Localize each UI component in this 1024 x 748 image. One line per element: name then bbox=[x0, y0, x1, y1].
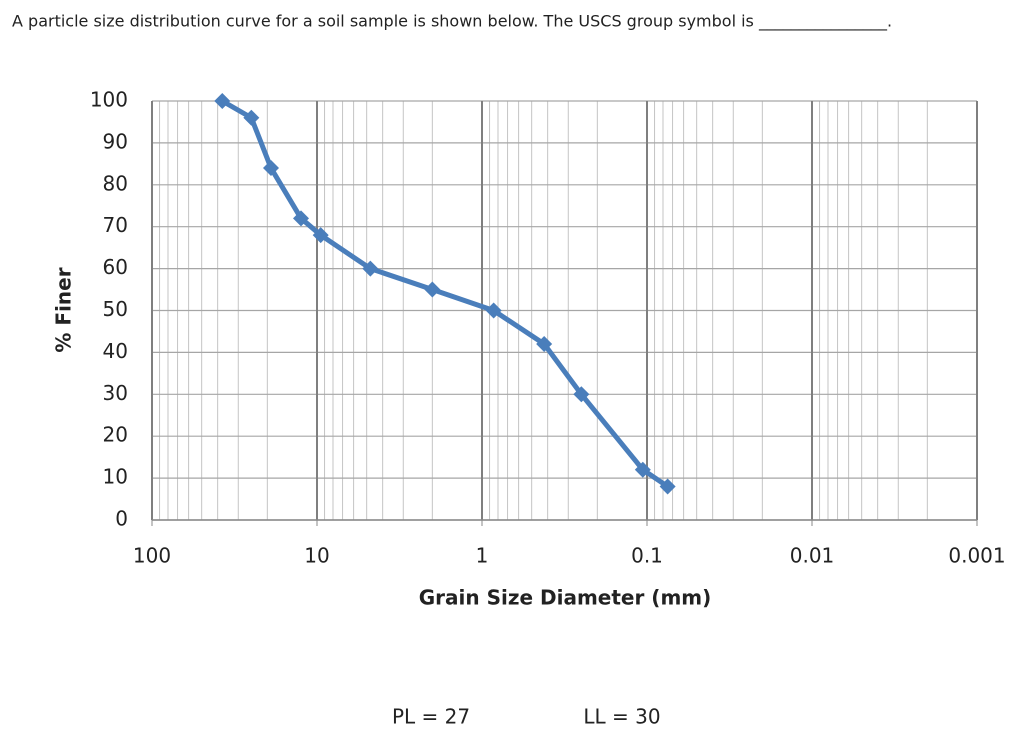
x-tick-label: 0.1 bbox=[631, 544, 663, 568]
data-point bbox=[424, 281, 441, 298]
y-tick-label: 100 bbox=[90, 88, 128, 112]
y-tick-label: 0 bbox=[115, 507, 128, 531]
data-point bbox=[573, 386, 590, 403]
x-tick-label: 0.01 bbox=[790, 544, 835, 568]
liquid-limit: LL = 30 bbox=[583, 705, 660, 729]
y-tick-label: 90 bbox=[103, 129, 128, 153]
y-tick-label: 60 bbox=[103, 255, 128, 279]
x-tick-label: 10 bbox=[304, 544, 329, 568]
y-tick-label: 80 bbox=[103, 171, 128, 195]
data-point bbox=[214, 93, 231, 109]
y-tick-label: 50 bbox=[103, 297, 128, 321]
y-tick-label: 70 bbox=[103, 213, 128, 237]
question: A particle size distribution curve for a… bbox=[12, 12, 892, 32]
y-tick-label: 40 bbox=[103, 339, 128, 363]
data-point bbox=[243, 109, 260, 126]
x-tick-label: 100 bbox=[133, 544, 171, 568]
data-point bbox=[293, 210, 310, 227]
plastic-limit: PL = 27 bbox=[392, 705, 470, 729]
data-point bbox=[659, 478, 676, 495]
y-tick-label: 30 bbox=[103, 381, 128, 405]
y-tick-label: 10 bbox=[103, 465, 128, 489]
data-line bbox=[221, 98, 670, 489]
y-axis-title: % Finer bbox=[52, 267, 76, 352]
data-point bbox=[362, 260, 379, 277]
data-point bbox=[634, 461, 651, 478]
x-axis-title: Grain Size Diameter (mm) bbox=[419, 586, 712, 610]
x-tick-label: 0.001 bbox=[948, 544, 1005, 568]
data-point bbox=[312, 227, 329, 244]
data-point bbox=[485, 302, 502, 319]
x-tick-label: 1 bbox=[476, 544, 489, 568]
data-point bbox=[536, 336, 553, 353]
data-point bbox=[263, 160, 280, 177]
y-tick-label: 20 bbox=[103, 423, 128, 447]
